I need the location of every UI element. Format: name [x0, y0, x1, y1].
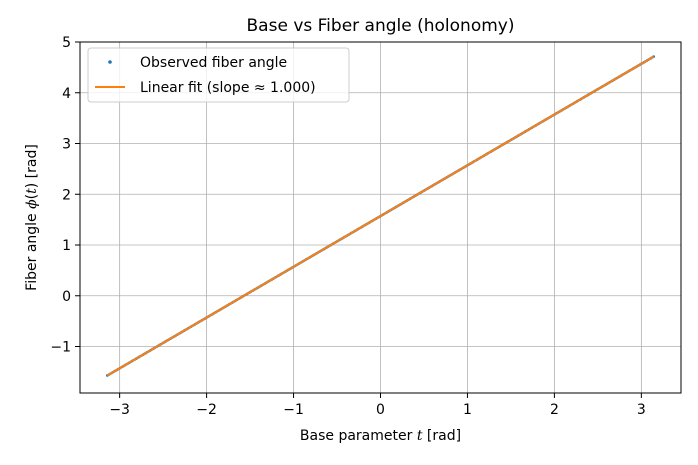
y-axis-label-paren: ( — [24, 194, 40, 199]
legend-label-observed: Observed fiber angle — [140, 55, 287, 71]
y-axis-label-suffix: ) [rad] — [24, 144, 40, 188]
legend: Observed fiber angle Linear fit (slope ≈… — [87, 47, 350, 103]
x-tick-label: 3 — [637, 402, 646, 418]
legend-label-fit: Linear fit (slope ≈ 1.000) — [140, 80, 316, 96]
y-axis-label-phi: ϕ — [24, 199, 40, 209]
legend-box — [87, 47, 350, 103]
x-tick-label: −3 — [109, 402, 130, 418]
series-layer — [106, 55, 655, 377]
x-axis-label-suffix: [rad] — [422, 428, 461, 444]
y-axis-label-t: t — [24, 188, 40, 194]
x-tick-label: 1 — [463, 402, 472, 418]
x-tick-label: 0 — [376, 402, 385, 418]
legend-marker-observed — [108, 60, 112, 64]
y-tick-label: 3 — [62, 137, 71, 153]
linear-fit-line — [106, 55, 655, 377]
y-tick-label: 1 — [62, 238, 71, 254]
y-axis-label: Fiber angle ϕ(t) [rad] — [24, 144, 40, 291]
x-tick-label: −1 — [283, 402, 304, 418]
y-axis-ticks: −1 0 1 2 3 4 5 — [50, 35, 80, 356]
y-tick-label: 0 — [62, 289, 71, 305]
y-tick-label: 4 — [62, 86, 71, 102]
y-tick-label: 2 — [62, 187, 71, 203]
y-tick-label: −1 — [50, 340, 71, 356]
y-tick-label: 5 — [62, 35, 71, 51]
x-axis-label-variable: t — [417, 428, 423, 444]
x-tick-label: −2 — [196, 402, 217, 418]
x-axis-ticks: −3 −2 −1 0 1 2 3 — [109, 393, 646, 418]
x-axis-label: Base parameter t [rad] — [300, 428, 461, 444]
chart-title: Base vs Fiber angle (holonomy) — [247, 16, 515, 36]
y-axis-label-prefix: Fiber angle — [24, 209, 40, 291]
x-tick-label: 2 — [550, 402, 559, 418]
x-axis-label-prefix: Base parameter — [300, 428, 417, 444]
